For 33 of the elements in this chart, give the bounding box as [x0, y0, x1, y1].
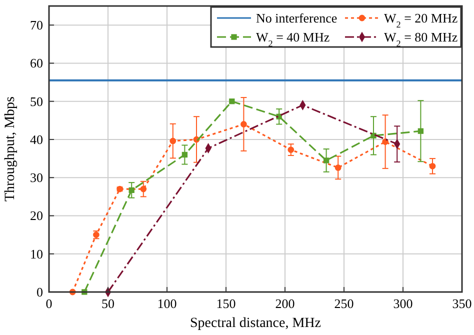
- point: [128, 187, 134, 194]
- point: [323, 158, 330, 164]
- legend-label: W$_{2}$ = 80 MHz: [384, 30, 458, 48]
- x-axis-title: Spectral distance, MHz: [190, 316, 322, 331]
- point: [182, 152, 188, 158]
- y-tick-label: 0: [36, 284, 43, 300]
- point: [240, 121, 247, 128]
- point: [334, 164, 342, 171]
- x-tick-label: 200: [275, 296, 295, 311]
- y-tick-label: 40: [30, 132, 43, 147]
- y-tick-label: 30: [30, 170, 43, 186]
- point: [170, 138, 176, 144]
- legend-label: W$_{2}$ = 40 MHz: [256, 30, 330, 48]
- y-tick-label: 50: [30, 94, 43, 109]
- x-tick-label: 300: [393, 296, 413, 311]
- x-tick-label: 50: [102, 296, 114, 311]
- x-tick-label: 250: [334, 296, 354, 311]
- legend-label: No interference: [256, 10, 338, 26]
- x-tick-label: 100: [157, 296, 177, 311]
- point: [229, 98, 235, 104]
- y-tick-label: 70: [30, 18, 43, 33]
- y-tick-label: 10: [30, 246, 43, 262]
- y-tick-label: 20: [30, 208, 43, 224]
- y-tick-label: 60: [30, 56, 43, 71]
- legend-label: W$_{2}$ = 20 MHz: [384, 10, 458, 30]
- x-tick-label: 150: [216, 296, 236, 311]
- point: [429, 162, 436, 170]
- y-axis-title: Throughput, Mbps: [3, 96, 18, 202]
- point: [418, 128, 424, 134]
- point: [288, 146, 294, 153]
- x-tick-label: 0: [46, 296, 52, 311]
- x-tick-label: 350: [452, 296, 472, 311]
- point: [140, 186, 147, 192]
